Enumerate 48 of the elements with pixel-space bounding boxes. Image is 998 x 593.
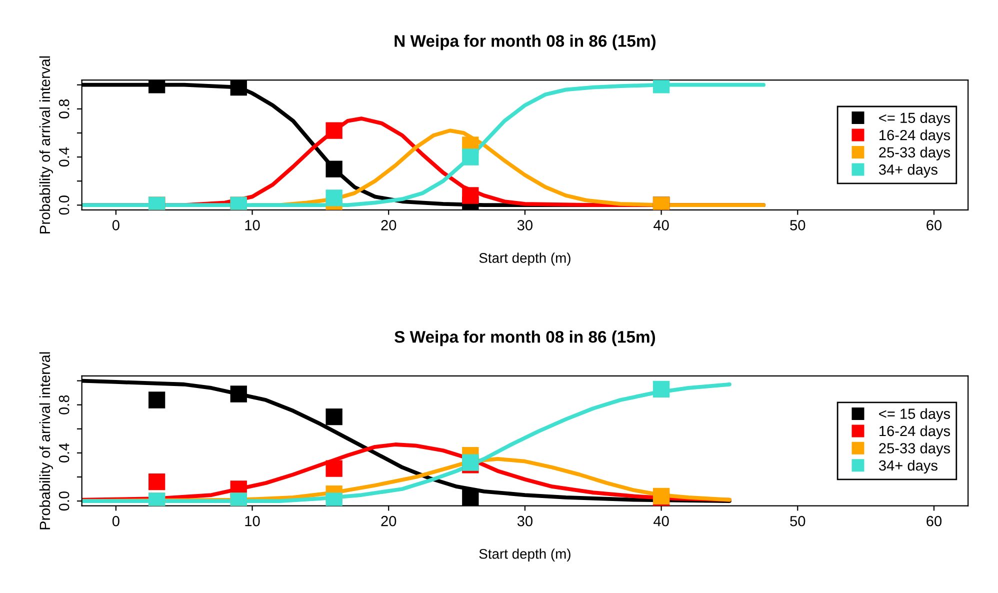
legend-label: 16-24 days <box>880 425 950 440</box>
legend-label: 25-33 days <box>879 442 950 456</box>
x-tick-label: 40 <box>654 220 669 230</box>
x-tick-label: 30 <box>517 516 532 526</box>
x-tick-label: 50 <box>790 220 806 230</box>
legend-label: <= 15 days <box>879 408 950 422</box>
x-tick-label: 20 <box>381 516 396 526</box>
point <box>326 122 342 139</box>
x-tick-label: 0 <box>112 220 120 230</box>
legend-label: <= 15 days <box>879 112 950 126</box>
point <box>652 380 670 398</box>
y-axis-title: Probability of arrival interval <box>39 56 53 234</box>
x-tick-label: 50 <box>790 516 806 526</box>
x-tick-label: 10 <box>245 516 260 526</box>
x-tick-label: 10 <box>245 220 260 230</box>
x-tick-label: 60 <box>926 220 942 230</box>
point <box>326 408 342 426</box>
y-tick-label: 0.4 <box>58 443 70 462</box>
point <box>462 489 479 506</box>
legend-label: 25-33 days <box>879 146 950 160</box>
point <box>326 160 342 178</box>
legend-label: 34+ days <box>878 460 938 474</box>
point <box>326 460 342 477</box>
legend-label: 16-24 days <box>880 130 950 144</box>
x-tick-label: 60 <box>926 516 942 526</box>
legend-label: 34+ days <box>878 164 938 178</box>
x-tick-label: 20 <box>381 220 396 230</box>
x-tick-label: 30 <box>517 220 532 230</box>
chart-title: N Weipa for month 08 in 86 (15m) <box>394 34 656 50</box>
point <box>230 386 247 402</box>
y-tick-label: 0.8 <box>58 99 70 118</box>
y-tick-label: 0.0 <box>58 196 70 215</box>
chart-title: S Weipa for month 08 in 86 (15m) <box>394 330 656 346</box>
x-tick-label: 0 <box>112 516 120 526</box>
point <box>148 392 166 408</box>
x-axis-title: Start depth (m) <box>479 548 570 562</box>
y-tick-label: 0.0 <box>58 491 70 511</box>
point <box>462 148 479 166</box>
y-tick-label: 0.8 <box>58 395 70 414</box>
point <box>462 454 479 471</box>
point <box>462 187 479 204</box>
point <box>230 80 247 96</box>
y-axis-title: Probability of arrival interval <box>39 352 53 530</box>
point <box>326 190 342 206</box>
x-tick-label: 40 <box>654 516 669 526</box>
point <box>148 473 166 490</box>
x-axis-title: Start depth (m) <box>479 252 570 266</box>
y-tick-label: 0.4 <box>58 147 70 167</box>
